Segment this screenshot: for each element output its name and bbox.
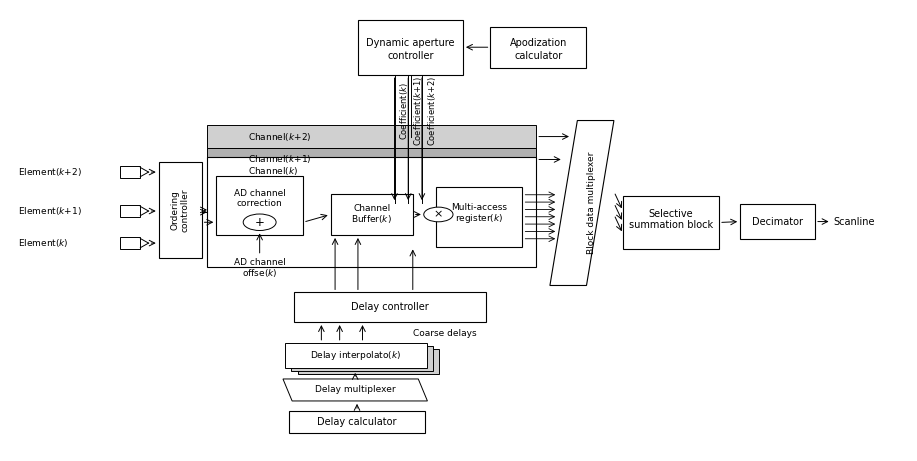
Bar: [159, 162, 202, 258]
Text: Channel($k$): Channel($k$): [249, 165, 299, 177]
Bar: [623, 196, 719, 249]
Bar: [207, 157, 536, 267]
Bar: [290, 411, 425, 433]
Polygon shape: [550, 120, 613, 285]
Text: Element($k$+2): Element($k$+2): [17, 166, 82, 178]
Circle shape: [424, 207, 453, 222]
Text: Element($k$): Element($k$): [17, 237, 69, 249]
Bar: [292, 346, 433, 371]
Text: Ordering
controller: Ordering controller: [171, 188, 190, 231]
Text: Delay interpolato($k$): Delay interpolato($k$): [310, 349, 402, 362]
Bar: [207, 125, 536, 148]
Text: Channel: Channel: [353, 204, 391, 213]
Bar: [207, 148, 536, 171]
Text: Element($k$+1): Element($k$+1): [17, 205, 82, 217]
Text: Decimator: Decimator: [752, 217, 803, 226]
Bar: [491, 27, 587, 68]
Text: Delay calculator: Delay calculator: [317, 417, 397, 427]
Text: AD channel: AD channel: [234, 189, 285, 198]
Text: Block data multiplexer: Block data multiplexer: [587, 152, 595, 254]
Text: summation block: summation block: [629, 220, 713, 230]
Bar: [330, 194, 413, 235]
Bar: [120, 205, 140, 217]
Text: ×: ×: [434, 209, 443, 219]
Text: Delay controller: Delay controller: [351, 302, 429, 312]
Text: Delay multiplexer: Delay multiplexer: [315, 385, 395, 395]
Bar: [740, 204, 815, 239]
Text: Scanline: Scanline: [834, 217, 875, 226]
Text: Channel($k$+1): Channel($k$+1): [249, 154, 312, 165]
Circle shape: [243, 214, 276, 230]
Text: offse($k$): offse($k$): [242, 266, 278, 278]
Text: calculator: calculator: [514, 51, 563, 61]
Text: AD channel: AD channel: [234, 258, 285, 267]
Bar: [358, 20, 463, 75]
Text: Buffer($k$): Buffer($k$): [351, 213, 392, 225]
Text: Multi-access: Multi-access: [451, 203, 507, 212]
Text: Channel($k$+2): Channel($k$+2): [249, 130, 312, 142]
Bar: [285, 343, 426, 368]
Text: +: +: [255, 216, 265, 229]
Text: correction: correction: [237, 200, 282, 208]
Text: Selective: Selective: [648, 209, 693, 219]
Text: Dynamic aperture: Dynamic aperture: [366, 38, 455, 47]
Bar: [294, 292, 486, 322]
Text: Coarse delays: Coarse delays: [414, 329, 477, 338]
Bar: [436, 187, 523, 247]
Text: register($k$): register($k$): [455, 212, 503, 225]
Bar: [120, 237, 140, 249]
Text: Apodization: Apodization: [510, 38, 568, 47]
Bar: [216, 176, 304, 235]
Bar: [298, 349, 439, 374]
Text: Coefficient($k$+2): Coefficient($k$+2): [425, 77, 437, 147]
Bar: [120, 166, 140, 178]
Text: controller: controller: [387, 51, 434, 61]
Polygon shape: [283, 379, 427, 401]
Text: Coefficient($k$): Coefficient($k$): [398, 83, 410, 140]
Text: Coefficient($k$+1): Coefficient($k$+1): [412, 77, 424, 147]
